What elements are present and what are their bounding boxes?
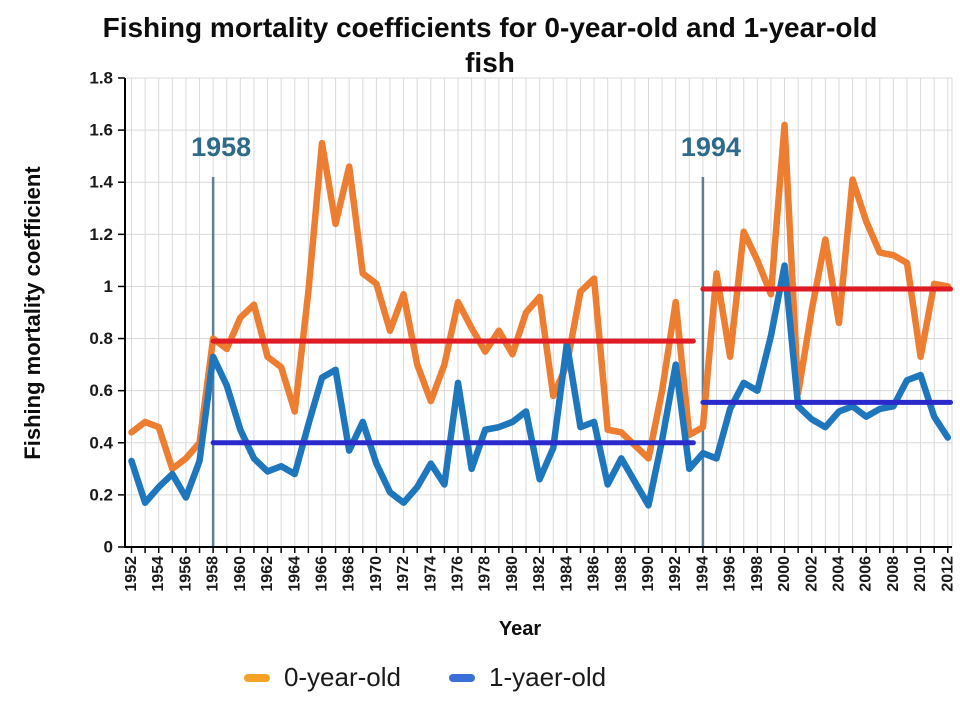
x-tick-label: 2004: [830, 556, 847, 592]
x-tick-label: 1978: [477, 556, 494, 592]
x-tick-label: 2002: [803, 556, 820, 592]
x-tick-label: 1986: [586, 556, 603, 592]
x-tick-label: 1996: [722, 556, 739, 592]
chart-title: Fishing mortality coefficients for 0-yea…: [102, 12, 878, 78]
y-tick-label: 0.6: [89, 381, 113, 400]
legend-item-0-year-old: 0-year-old: [243, 662, 401, 693]
x-tick-label: 1964: [286, 556, 303, 592]
x-tick-label: 1974: [422, 556, 439, 592]
x-tick-label: 1970: [368, 556, 385, 592]
x-tick-label: 1958: [205, 556, 222, 592]
annotation-1958-label: 1958: [191, 132, 252, 162]
y-axis-title: Fishing mortality coefficient: [20, 166, 45, 460]
legend-swatch-0-year-old: [243, 673, 270, 682]
y-tick-label: 1.6: [89, 121, 113, 140]
x-tick-label: 2006: [858, 556, 875, 592]
legend-swatch-1-yaer-old: [449, 673, 475, 682]
annotation-1994-label: 1994: [680, 132, 741, 162]
legend-item-1-yaer-old: 1-yaer-old: [449, 662, 606, 693]
x-tick-label: 1994: [694, 556, 711, 592]
series-line-1-yaer-old: [128, 262, 952, 509]
x-axis-title: Year: [498, 618, 542, 640]
y-tick-label: 1: [104, 277, 113, 296]
x-tick-label: 1968: [341, 556, 358, 592]
x-tick-label: 2000: [776, 556, 793, 592]
x-tick-label: 2012: [939, 556, 956, 592]
y-tick-label: 0.4: [89, 433, 113, 452]
x-tick-label: 1972: [395, 556, 412, 592]
legend-label-1-yaer-old: 1-yaer-old: [489, 662, 607, 692]
y-tick-label: 0: [104, 538, 113, 557]
x-tick-label: 1960: [232, 556, 249, 592]
y-tick-label: 0.8: [89, 329, 113, 348]
x-tick-label: 1988: [613, 556, 630, 592]
x-tick-label: 1952: [123, 556, 140, 592]
legend-label-0-year-old: 0-year-old: [283, 662, 401, 692]
chart-legend: 0-year-old 1-yaer-old: [0, 662, 850, 693]
y-tick-label: 0.2: [89, 485, 113, 504]
y-tick-label: 1.8: [89, 69, 113, 88]
x-tick-label: 1980: [504, 556, 521, 592]
x-tick-label: 1984: [558, 556, 575, 592]
y-tick-label: 1.2: [89, 225, 113, 244]
x-tick-label: 1976: [450, 556, 467, 592]
x-tick-label: 1966: [313, 556, 330, 592]
x-tick-label: 1956: [177, 556, 194, 592]
x-tick-label: 2010: [912, 556, 929, 592]
x-tick-label: 2008: [885, 556, 902, 592]
x-tick-label: 1962: [259, 556, 276, 592]
x-tick-label: 1954: [150, 556, 167, 592]
x-tick-label: 1990: [640, 556, 657, 592]
x-tick-label: 1998: [749, 556, 766, 592]
x-tick-label: 1982: [531, 556, 548, 592]
y-tick-label: 1.4: [89, 173, 113, 192]
x-tick-label: 1992: [667, 556, 684, 592]
series-line-0-year-old: [128, 121, 952, 473]
